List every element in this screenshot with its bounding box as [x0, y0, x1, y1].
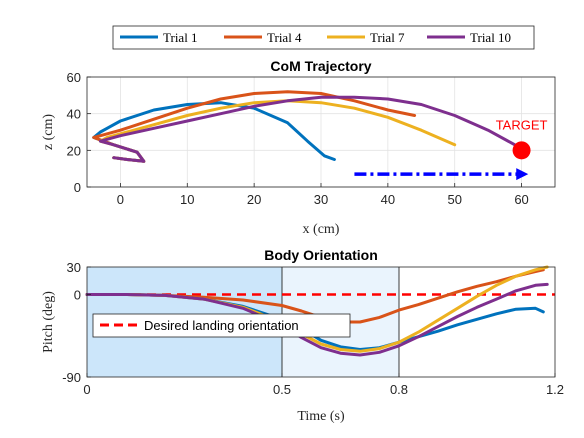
com-ytick-label: 40 — [67, 107, 81, 122]
legend-label-trial-7: Trial 7 — [370, 30, 405, 45]
com-xtick-label: 30 — [314, 192, 328, 207]
orientation-chart-title: Body Orientation — [264, 247, 378, 263]
com-series-group — [92, 90, 524, 163]
orientation-xtick-label: 1.2 — [546, 382, 564, 397]
com-ytick-label: 0 — [74, 180, 81, 195]
legend-label-trial-10: Trial 10 — [470, 30, 511, 45]
direction-arrow-head — [516, 168, 529, 181]
com-xlabel: x (cm) — [303, 222, 340, 237]
orientation-plot-frame — [86, 266, 556, 378]
orientation-xlabel: Time (s) — [297, 409, 345, 424]
orientation-series-trial-10 — [85, 282, 549, 357]
target-label: TARGET — [496, 117, 548, 132]
com-extras: TARGET — [354, 117, 548, 181]
legend-label-trial-1: Trial 1 — [163, 30, 198, 45]
com-xtick-label: 20 — [247, 192, 261, 207]
orientation-ytick-label: -90 — [62, 370, 81, 385]
orientation-xtick-label: 0.5 — [273, 382, 291, 397]
com-trajectory-chart: CoM Trajectory TARGET 0 10 20 30 40 50 60 0 20 40… — [41, 58, 556, 237]
legend-box — [112, 25, 535, 50]
orientation-series-group — [85, 265, 549, 357]
annotation-text: Desired landing orientation — [144, 318, 299, 333]
com-series-trial-10 — [98, 95, 524, 163]
com-xtick-label: 10 — [180, 192, 194, 207]
orientation-ytick-label: 30 — [67, 260, 81, 275]
annotation-box — [92, 313, 351, 338]
orientation-ylabel: Pitch (deg) — [41, 291, 56, 353]
orientation-series-trial-4 — [85, 268, 545, 324]
com-ytick-label: 20 — [67, 143, 81, 158]
com-ytick-label: 60 — [67, 70, 81, 85]
desired-orientation-annotation: Desired landing orientation — [92, 313, 351, 338]
legend: Trial 1 Trial 4 Trial 7 Trial 10 — [112, 25, 535, 50]
com-xtick-label: 60 — [514, 192, 528, 207]
legend-label-trial-4: Trial 4 — [267, 30, 302, 45]
orientation-ytick-label: 0 — [74, 288, 81, 303]
com-chart-title: CoM Trajectory — [270, 58, 371, 74]
com-ylabel: z (cm) — [41, 114, 56, 150]
com-xtick-label: 0 — [117, 192, 124, 207]
com-xtick-label: 50 — [447, 192, 461, 207]
orientation-xtick-label: 0 — [83, 382, 90, 397]
com-ticks: 0 10 20 30 40 50 60 0 20 40 60 — [67, 70, 529, 207]
orientation-xtick-label: 0.8 — [390, 382, 408, 397]
target-marker — [512, 141, 531, 160]
com-xtick-label: 40 — [381, 192, 395, 207]
